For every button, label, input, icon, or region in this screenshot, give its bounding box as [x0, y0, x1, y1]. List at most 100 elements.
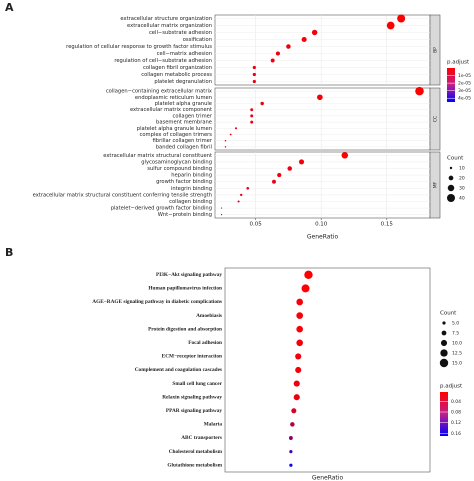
facet-label: CC: [433, 116, 439, 122]
category-label: Small cell lung cancer: [172, 381, 222, 387]
size-key: [440, 349, 448, 357]
panel-frame: [214, 151, 431, 219]
dot: [298, 159, 305, 165]
x-axis-label: GeneRatio: [307, 234, 339, 241]
category-label: complex of collagen trimers: [140, 132, 213, 138]
category-label: heparin binding: [171, 173, 212, 179]
category-label: AGE−RAGE signaling pathway in diabetic c…: [92, 299, 222, 305]
category-label: cell−matrix adhesion: [157, 51, 212, 57]
dot: [237, 200, 240, 203]
category-label: glycosaminoglycan binding: [141, 159, 212, 165]
color-tick-label: 2e-05: [458, 81, 471, 87]
dot: [260, 101, 264, 106]
size-legend-title: Count: [440, 311, 457, 317]
dot: [286, 44, 291, 49]
dot: [291, 408, 297, 414]
category-label: collagen metabolic process: [141, 72, 212, 78]
facet-strip: [429, 87, 441, 151]
category-label: extracellular structure organization: [120, 16, 212, 22]
dot: [295, 353, 302, 360]
category-label: cell−substrate adhesion: [149, 30, 212, 36]
dot: [270, 58, 275, 63]
dot: [397, 14, 406, 23]
category-label: extracellular matrix organization: [127, 23, 212, 29]
panel-frame: [224, 267, 431, 473]
color-tick-label: 3e-05: [458, 88, 471, 94]
size-key: [440, 339, 448, 347]
color-tick-label: 0.08: [451, 410, 461, 416]
category-label: basement membrane: [156, 120, 212, 126]
category-label: platelet−derived growth factor binding: [111, 206, 212, 212]
x-tick-label: 0.05: [250, 222, 263, 228]
dot: [288, 436, 293, 440]
dot: [293, 394, 300, 401]
category-label: platelet alpha granule lumen: [137, 126, 212, 132]
category-label: PPAR signaling pathway: [166, 408, 222, 414]
size-key: [449, 166, 453, 170]
category-label: Complement and coagulation cascades: [135, 367, 222, 373]
color-tick-label: 1e-05: [458, 73, 471, 79]
size-key-label: 12.5: [452, 351, 462, 357]
color-legend-title: p.adjust: [447, 60, 470, 66]
color-legend-title: p.adjust: [440, 384, 463, 390]
size-key: [441, 330, 447, 336]
dot: [252, 65, 256, 70]
dot: [301, 284, 310, 293]
dot: [220, 207, 223, 209]
dot: [293, 380, 300, 387]
category-label: Wnt−protein binding: [158, 212, 212, 218]
size-key-label: 10.0: [452, 341, 462, 347]
dot: [296, 312, 303, 319]
dot: [250, 114, 254, 118]
dot: [289, 463, 293, 467]
dot: [224, 139, 227, 142]
category-label: Focal adhesion: [188, 340, 222, 346]
category-label: growth factor binding: [156, 179, 212, 185]
x-tick-label: 0.15: [381, 222, 394, 228]
category-label: Human papillomavirus infection: [148, 286, 222, 292]
size-key: [442, 321, 446, 325]
dot: [386, 21, 395, 30]
category-label: Glutathione metabolism: [167, 462, 222, 468]
dot: [234, 127, 238, 130]
category-label: PI3K−Akt signaling pathway: [156, 272, 222, 278]
dot: [304, 270, 313, 279]
dot: [275, 51, 280, 56]
size-key-label: 20: [459, 176, 465, 182]
dot: [229, 133, 232, 136]
size-key-label: 5.0: [452, 321, 459, 327]
size-key: [447, 194, 455, 202]
dot: [341, 152, 349, 159]
facet-strip: [429, 14, 441, 86]
color-tick-label: 0.04: [451, 399, 461, 405]
color-tick-label: 4e-05: [458, 96, 471, 102]
dot: [296, 298, 303, 306]
size-key-label: 15.0: [452, 361, 462, 367]
category-label: collagen trimer: [173, 113, 213, 119]
category-label: regulation of cell−substrate adhesion: [114, 58, 212, 64]
category-label: integrin binding: [171, 186, 212, 192]
dot: [296, 325, 303, 333]
size-key: [447, 184, 455, 192]
dot: [415, 86, 424, 96]
category-label: regulation of cellular response to growt…: [66, 44, 212, 50]
category-label: collagen fibril organization: [143, 65, 212, 71]
size-key: [439, 358, 449, 368]
dot: [252, 72, 256, 77]
dot: [246, 186, 250, 190]
category-label: Amoebiasis: [196, 313, 222, 319]
facet-label: BP: [433, 47, 439, 53]
dot: [250, 120, 254, 124]
dot: [296, 339, 303, 347]
facet-label: MF: [433, 181, 439, 188]
dot: [301, 36, 307, 43]
category-label: Cholesterol metabolism: [169, 449, 223, 455]
category-label: extracellular matrix component: [130, 107, 212, 113]
size-key-label: 7.5: [452, 331, 459, 337]
color-bar: [447, 68, 455, 102]
category-label: banded collagen fibril: [156, 144, 212, 150]
dot: [277, 173, 282, 178]
dot: [240, 193, 243, 197]
category-label: ABC transporters: [181, 435, 222, 441]
category-label: Protein digestion and absorption: [148, 326, 222, 332]
